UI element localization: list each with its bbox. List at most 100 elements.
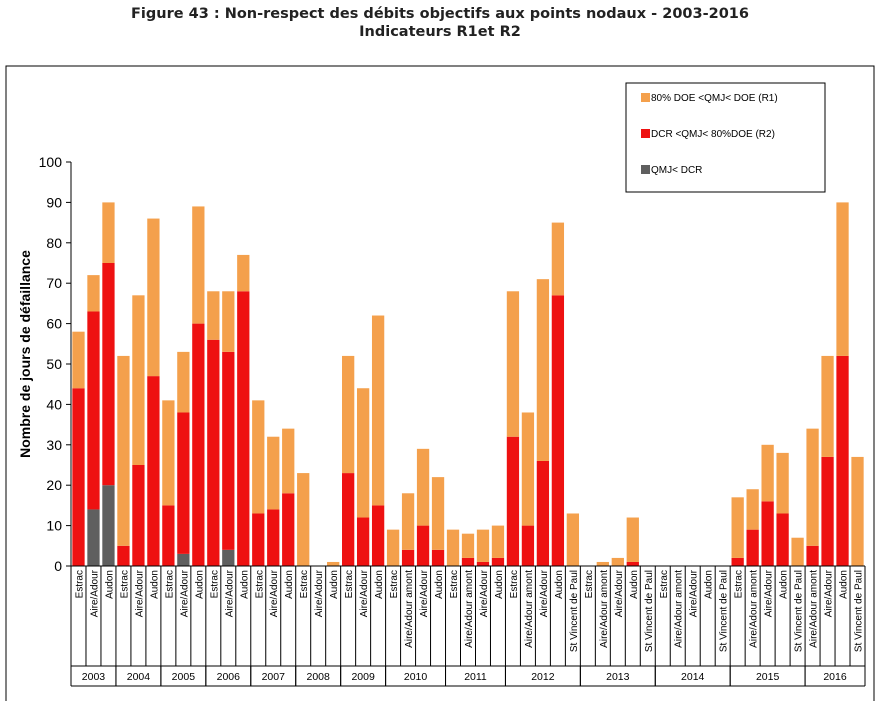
bar-segment bbox=[626, 517, 639, 562]
x-year-label: 2016 bbox=[823, 671, 847, 683]
x-year-label: 2015 bbox=[756, 671, 780, 683]
bar-segment bbox=[491, 525, 505, 558]
bar-segment bbox=[87, 275, 100, 312]
bar-segment bbox=[177, 351, 190, 413]
x-year-label: 2008 bbox=[307, 671, 331, 683]
bar-segment bbox=[851, 456, 864, 566]
y-tick-label: 50 bbox=[46, 356, 62, 372]
bar-segment bbox=[521, 412, 535, 526]
bar-segment bbox=[147, 218, 160, 377]
bar-segment bbox=[746, 529, 759, 566]
x-category-label: Aire/Adour bbox=[179, 569, 190, 617]
x-category-label: Aire/Adour bbox=[479, 569, 490, 617]
bar-segment bbox=[506, 436, 520, 566]
bar-segment bbox=[342, 355, 355, 474]
bar-segment bbox=[237, 254, 250, 292]
bar-segment bbox=[222, 351, 235, 550]
y-tick-label: 40 bbox=[46, 396, 62, 412]
bar-segment bbox=[192, 206, 205, 324]
bar-segment bbox=[806, 545, 819, 566]
bar-segment bbox=[356, 517, 370, 566]
y-axis-label: Nombre de jours de défaillance bbox=[17, 250, 33, 458]
x-category-label: St Vincent de Paul bbox=[794, 570, 805, 652]
x-category-label: Aire/Adour bbox=[314, 569, 325, 617]
bar-segment bbox=[536, 460, 550, 566]
bar-segment bbox=[386, 529, 400, 566]
x-year-label: 2011 bbox=[464, 671, 487, 683]
bar-segment bbox=[132, 295, 145, 465]
x-category-label: Estrac bbox=[254, 570, 265, 598]
x-category-label: Aire/Adour amont bbox=[599, 570, 610, 648]
bar-segment bbox=[207, 339, 220, 566]
x-category-label: Aire/Adour bbox=[134, 569, 145, 617]
bar-segment bbox=[117, 545, 130, 566]
bar-segment bbox=[222, 549, 235, 566]
x-category-label: Aire/Adour bbox=[89, 569, 100, 617]
bar-segment bbox=[521, 525, 535, 566]
bar-segment bbox=[297, 473, 310, 566]
bar-segment bbox=[117, 355, 130, 546]
bar-segment bbox=[342, 473, 355, 566]
bar-segment bbox=[821, 355, 834, 457]
x-year-label: 2014 bbox=[681, 671, 705, 683]
y-axis-label-group: Nombre de jours de défaillance bbox=[17, 250, 33, 458]
x-category-label: Estrac bbox=[164, 570, 175, 598]
bar-segment bbox=[147, 376, 160, 566]
x-year-label: 2006 bbox=[217, 671, 241, 683]
bar-segment bbox=[791, 537, 804, 566]
x-category-label: Audon bbox=[374, 570, 385, 599]
legend-swatch bbox=[641, 165, 650, 174]
legend-label: 80% DOE <QMJ< DOE (R1) bbox=[651, 93, 778, 104]
bar-segment bbox=[776, 452, 789, 514]
x-year-label: 2009 bbox=[351, 671, 375, 683]
bar-segment bbox=[72, 388, 85, 566]
bar-segment bbox=[162, 400, 175, 506]
legend-swatch bbox=[641, 129, 650, 138]
x-category-label: Aire/Adour amont bbox=[524, 570, 535, 648]
bar-segment bbox=[267, 509, 280, 566]
x-category-label: Estrac bbox=[209, 570, 220, 598]
x-year-label: 2005 bbox=[172, 671, 196, 683]
bar-segment bbox=[746, 489, 759, 530]
legend-swatch bbox=[641, 93, 650, 102]
bar-segment bbox=[416, 448, 430, 526]
bar-segment bbox=[536, 279, 550, 461]
bar-segment bbox=[821, 456, 834, 566]
bar-segment bbox=[461, 557, 475, 566]
y-tick-label: 70 bbox=[46, 275, 62, 291]
bar-segment bbox=[731, 557, 744, 566]
x-year-label: 2003 bbox=[82, 671, 106, 683]
x-category-label: Audon bbox=[554, 570, 565, 599]
x-category-label: Aire/Adour bbox=[689, 569, 700, 617]
x-category-label: Estrac bbox=[509, 570, 520, 598]
x-category-label: Aire/Adour amont bbox=[674, 570, 685, 648]
x-category-label: Estrac bbox=[659, 570, 670, 598]
bar-segment bbox=[611, 557, 624, 566]
x-category-label: Estrac bbox=[344, 570, 355, 598]
x-category-label: Aire/Adour bbox=[269, 569, 280, 617]
bar-segment bbox=[416, 525, 430, 566]
x-category-label: Audon bbox=[494, 570, 505, 599]
x-category-label: Audon bbox=[329, 570, 340, 599]
x-category-label: St Vincent de Paul bbox=[644, 570, 655, 652]
x-category-label: St Vincent de Paul bbox=[719, 570, 730, 652]
x-year-label: 2010 bbox=[404, 671, 428, 683]
x-category-label: Audon bbox=[284, 570, 295, 599]
x-category-label: Aire/Adour bbox=[359, 569, 370, 617]
bar-segment bbox=[102, 485, 115, 566]
bar-segment bbox=[731, 497, 744, 558]
bar-segment bbox=[102, 263, 115, 486]
x-category-label: Aire/Adour amont bbox=[749, 570, 760, 648]
x-category-label: Audon bbox=[194, 570, 205, 599]
bar-segment bbox=[596, 561, 609, 566]
x-category-label: Aire/Adour bbox=[224, 569, 235, 617]
bar-segment bbox=[506, 291, 520, 437]
bar-segment bbox=[776, 513, 789, 566]
bar-segment bbox=[401, 549, 415, 566]
x-category-label: Audon bbox=[434, 570, 445, 599]
x-year-label: 2013 bbox=[606, 671, 630, 683]
bar-segment bbox=[491, 557, 505, 566]
bar-segment bbox=[222, 291, 235, 352]
bar-segment bbox=[282, 493, 295, 566]
x-axis: Estrac Aire/Adour Audon Estrac Aire/Adour Aud… bbox=[70, 565, 866, 687]
